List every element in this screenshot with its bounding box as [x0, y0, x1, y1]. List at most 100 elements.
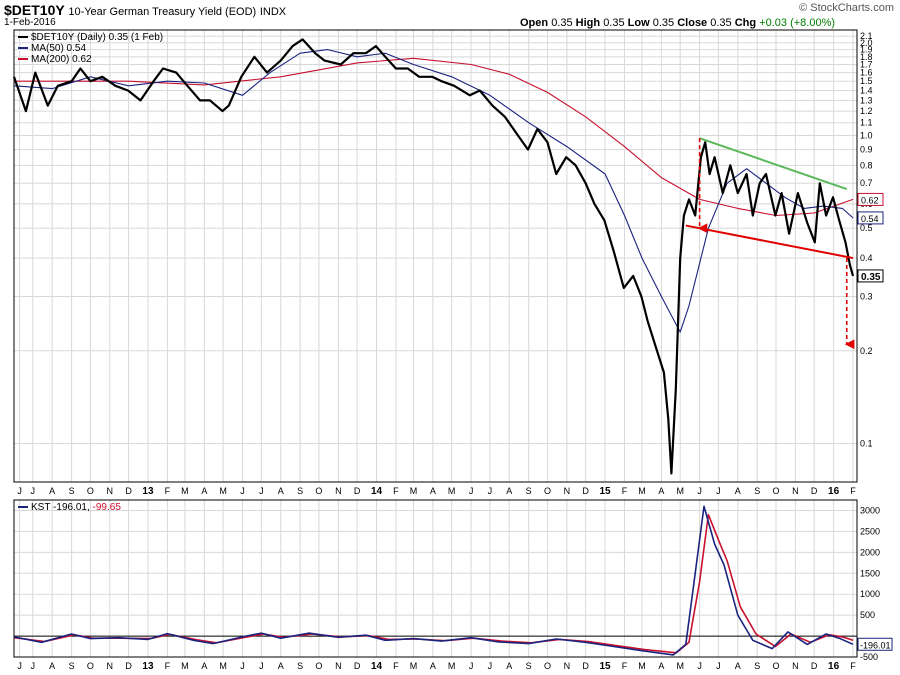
y-tick-label: 0.9: [860, 145, 873, 155]
x-tick-label: N: [564, 661, 571, 671]
x-tick-label: F: [393, 661, 399, 671]
y-tick-label: 1.2: [860, 106, 873, 116]
price-y-axis: 2.12.01.91.81.71.61.51.41.31.2 1.1 1.0 0.9 0…: [860, 31, 873, 448]
x-tick-label: 16: [828, 661, 840, 672]
x-tick-label: M: [676, 661, 684, 671]
price-series-group: [12, 38, 855, 475]
x-tick-label: J: [259, 486, 264, 496]
y-tick-label: 1.1: [860, 118, 873, 128]
value-label-box: [857, 269, 884, 283]
x-tick-label: N: [335, 486, 342, 496]
x-tick-label: 14: [371, 661, 383, 672]
x-tick-label: S: [526, 486, 532, 496]
x-tick-label: 13: [142, 661, 154, 672]
x-tick-label: F: [622, 661, 628, 671]
value-label-text: 0.35: [861, 272, 881, 283]
kst-y-tick-label: 1500: [860, 568, 880, 578]
close-label: Close: [677, 17, 708, 29]
description-label: 10-Year German Treasury Yield (EOD): [68, 6, 257, 18]
exchange-label: INDX: [259, 6, 287, 18]
open-label: Open: [520, 17, 549, 29]
x-tick-label: D: [582, 661, 589, 671]
y-tick-label: 1.9: [860, 45, 873, 55]
symbol-label: $DET10Y: [4, 2, 65, 18]
resistance-trendline: [699, 137, 848, 190]
legend-entry: MA(50) 0.54: [31, 43, 86, 54]
x-tick-label: S: [69, 486, 75, 496]
x-tick-label: M: [448, 661, 456, 671]
x-tick-label: S: [297, 661, 303, 671]
x-tick-label: 15: [599, 486, 611, 497]
x-tick-label: J: [697, 661, 702, 671]
close-value: 0.35: [710, 17, 732, 29]
x-tick-label: N: [107, 661, 114, 671]
y-tick-label: 2.1: [860, 31, 873, 41]
legend-entry: MA(200) 0.62: [31, 54, 92, 65]
value-label-box: [857, 192, 884, 206]
x-tick-label: J: [488, 661, 493, 671]
high-value: 0.35: [603, 17, 625, 29]
y-tick-label: 1.0: [860, 130, 873, 140]
x-tick-label: S: [69, 661, 75, 671]
x-tick-label: N: [107, 486, 114, 496]
kst-grid: [14, 500, 857, 658]
y-tick-label: 0.7: [860, 178, 873, 188]
x-tick-label: J: [716, 661, 721, 671]
x-tick-label: N: [564, 486, 571, 496]
x-tick-label: D: [811, 661, 818, 671]
y-tick-label: 1.5: [860, 76, 873, 86]
x-tick-label: 16: [828, 486, 840, 497]
ma200-line: [14, 57, 854, 217]
x-tick-label: A: [430, 661, 436, 671]
y-tick-label: 0.8: [860, 160, 873, 170]
y-tick-label: 0.3: [860, 292, 873, 302]
y-tick-label: 1.6: [860, 68, 873, 78]
kst-y-tick-label: 2500: [860, 526, 880, 536]
x-tick-label: D: [125, 661, 132, 671]
kst-legend-text: KST -196.01, -99.65: [31, 502, 121, 513]
kst-value-label-box: [857, 637, 893, 651]
x-tick-label: O: [87, 486, 94, 496]
x-tick-label: M: [638, 486, 646, 496]
kst-y-tick-label: 500: [860, 610, 875, 620]
value-label-text: 0.62: [861, 195, 879, 205]
x-tick-label: A: [201, 486, 207, 496]
kst-y-tick-label: 2000: [860, 547, 880, 557]
x-tick-label: J: [469, 661, 474, 671]
kst-legend-label: KST: [31, 502, 53, 513]
x-tick-label: M: [638, 661, 646, 671]
x-tick-label: A: [430, 486, 436, 496]
x-tick-label: M: [219, 486, 227, 496]
y-tick-label: 1.3: [860, 95, 873, 105]
y-tick-label: 1.8: [860, 52, 873, 62]
x-tick-label: O: [544, 486, 551, 496]
x-tick-label: J: [17, 486, 22, 496]
kst-y-tick-label: 1000: [860, 589, 880, 599]
x-tick-label: D: [354, 661, 361, 671]
high-label: High: [575, 17, 601, 29]
kst-series-group: [13, 505, 857, 656]
price-x-axis: J J A S O N D 13 F M A M J J A S O N D 14 F M A M J J A S O N D 15 F M A M J…: [17, 486, 856, 497]
x-tick-label: J: [240, 661, 245, 671]
ohlc-readout: Open 0.35 High 0.35 Low 0.35 Close 0.35 …: [520, 17, 835, 29]
x-tick-label: 15: [599, 661, 611, 672]
y-tick-label: 1.7: [860, 59, 873, 69]
chg-label: Chg: [734, 17, 757, 29]
x-tick-label: A: [658, 486, 664, 496]
value-label-box: [857, 211, 884, 225]
x-tick-label: J: [240, 486, 245, 496]
x-tick-label: 14: [371, 486, 383, 497]
x-tick-label: M: [181, 661, 189, 671]
x-tick-label: M: [410, 486, 418, 496]
x-tick-label: S: [754, 486, 760, 496]
x-tick-label: F: [165, 661, 171, 671]
x-tick-label: M: [448, 486, 456, 496]
x-tick-label: J: [17, 661, 22, 671]
x-tick-label: J: [469, 486, 474, 496]
x-tick-label: O: [315, 486, 322, 496]
kst-y-axis: 3000 2500 2000 1500 1000 500 -500: [860, 505, 880, 662]
chart-date: 1-Feb-2016: [4, 17, 56, 28]
kst-panel-frame: [13, 499, 858, 658]
kst-y-tick-label: 3000: [860, 505, 880, 515]
